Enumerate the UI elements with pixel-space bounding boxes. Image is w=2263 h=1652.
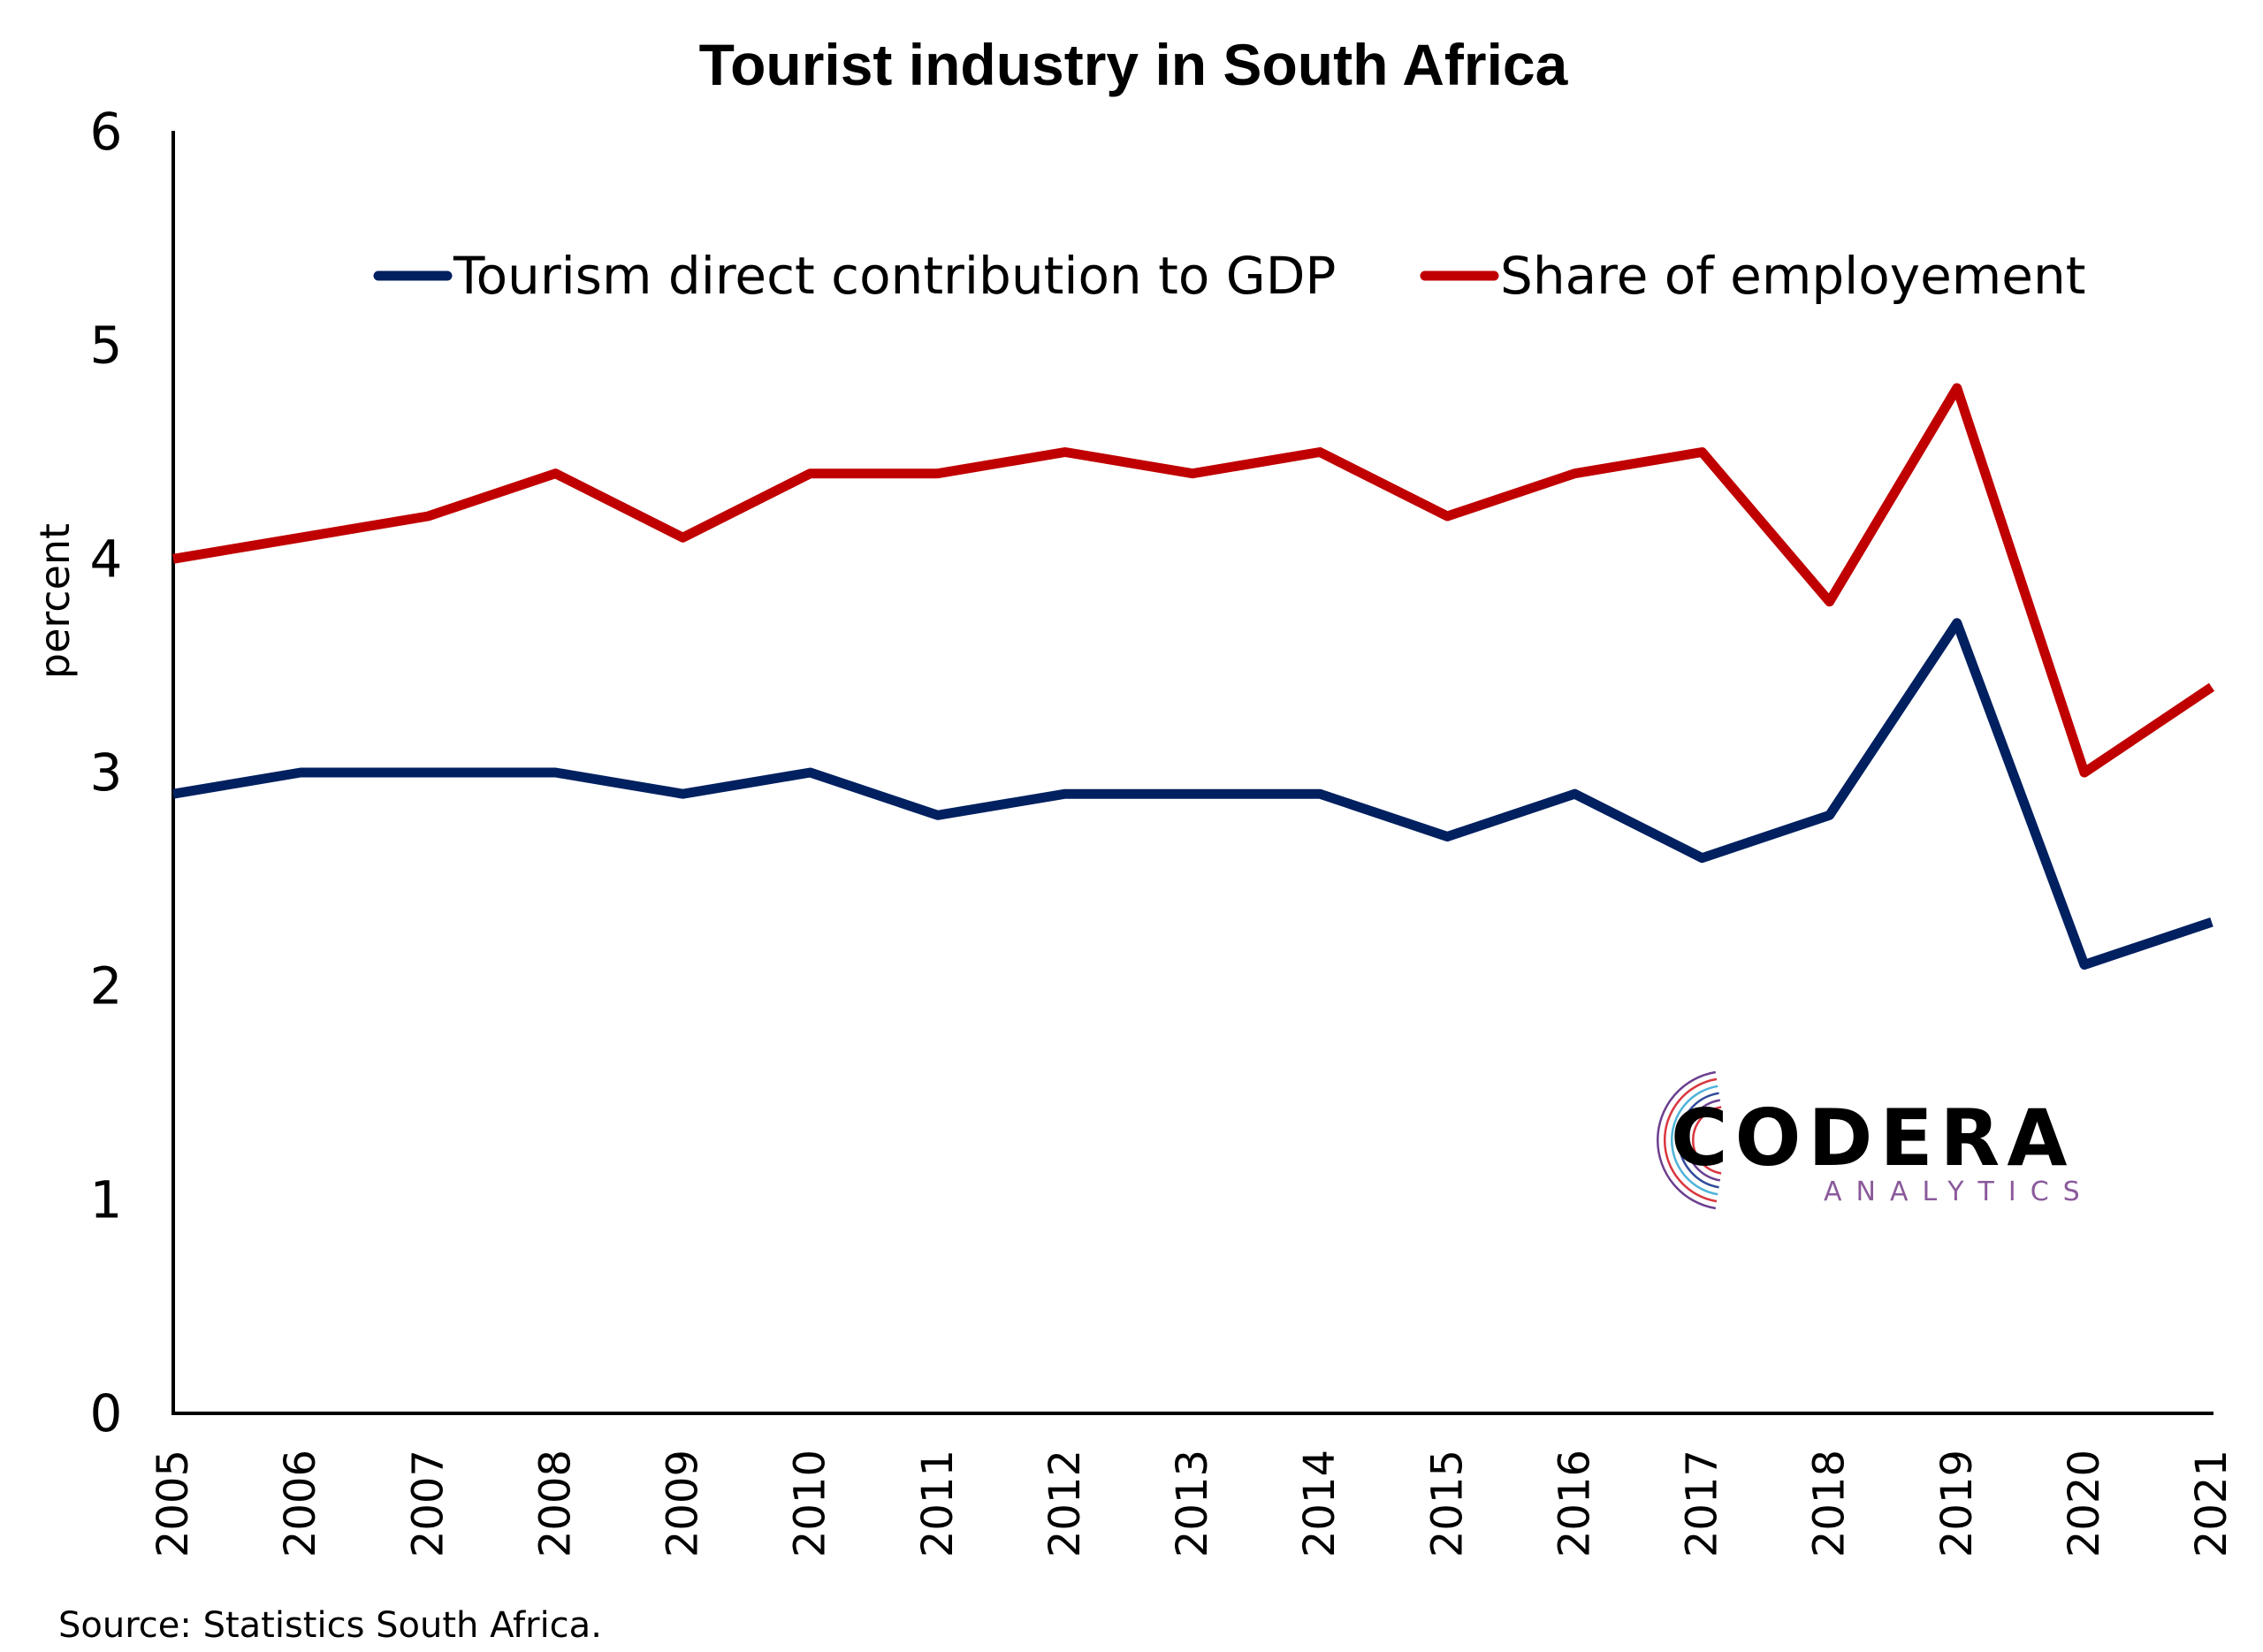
- x-tick-label: 2009: [659, 1450, 708, 1557]
- x-tick-label: 2019: [1932, 1450, 1982, 1557]
- series-line-employment: [172, 383, 2215, 778]
- legend-item-employment[interactable]: Share of employement: [1420, 246, 2085, 306]
- source-note: Source: Statistics South Africa.: [58, 1605, 602, 1646]
- x-tick-label: 2016: [1550, 1450, 1599, 1557]
- y-axis-ticks: 0 1 2 3 4 5 6: [90, 102, 123, 1443]
- codera-logo: CODERA ANALYTICS: [1657, 1070, 2094, 1210]
- circuit-arc: [1685, 1099, 1721, 1182]
- legend-label-employment: Share of employement: [1500, 246, 2085, 306]
- x-axis-ticks: 2005 2006 2007 2008 2009 2010 2011 2012 2013 2014…: [149, 1450, 2236, 1557]
- y-axis-label: percent: [31, 523, 79, 679]
- x-tick-label: 2008: [530, 1450, 580, 1557]
- x-tick-label: 2013: [1168, 1450, 1217, 1557]
- x-tick-label: 2010: [786, 1450, 835, 1557]
- x-tick-label: 2007: [403, 1450, 453, 1557]
- x-tick-label: 2011: [913, 1450, 963, 1557]
- series-layer: [172, 383, 2215, 970]
- circuit-arc: [1657, 1070, 1717, 1210]
- x-tick-label: 2021: [2187, 1450, 2236, 1557]
- y-tick-label: 5: [90, 316, 123, 376]
- circuit-arc: [1678, 1092, 1719, 1189]
- circuit-arc: [1692, 1106, 1722, 1175]
- circuit-arc: [1664, 1077, 1718, 1203]
- circuit-ring-icon: [1657, 1070, 1722, 1210]
- logo-tagline: ANALYTICS: [1824, 1176, 2094, 1207]
- y-tick-label: 4: [90, 529, 123, 589]
- x-tick-label: 2014: [1295, 1450, 1345, 1557]
- y-tick-label: 6: [90, 102, 123, 162]
- y-tick-label: 1: [90, 1169, 123, 1229]
- x-tick-label: 2012: [1040, 1450, 1090, 1557]
- circuit-arc: [1671, 1085, 1718, 1196]
- legend-label-gdp: Tourism direct contribution to GDP: [453, 246, 1336, 306]
- x-tick-label: 2017: [1678, 1450, 1727, 1557]
- legend-item-gdp[interactable]: Tourism direct contribution to GDP: [373, 246, 1336, 306]
- logo-wordmark: CODERA: [1671, 1092, 2074, 1184]
- x-tick-label: 2018: [1805, 1450, 1855, 1557]
- x-tick-label: 2015: [1422, 1450, 1472, 1557]
- legend: Tourism direct contribution to GDP Share…: [373, 246, 2085, 306]
- chart-title: Tourist industry in South Africa: [699, 32, 1569, 97]
- y-tick-label: 0: [90, 1383, 123, 1443]
- y-tick-label: 2: [90, 956, 123, 1016]
- x-tick-label: 2006: [276, 1450, 325, 1557]
- y-tick-label: 3: [90, 742, 123, 803]
- x-tick-label: 2020: [2060, 1450, 2109, 1557]
- x-tick-label: 2005: [149, 1450, 198, 1557]
